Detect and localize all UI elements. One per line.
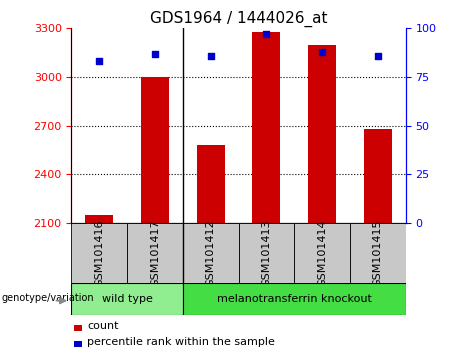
Bar [364,129,392,223]
Text: GSM101417: GSM101417 [150,219,160,287]
Bar [294,223,350,283]
Bar [350,223,406,283]
Bar [71,283,183,315]
Title: GDS1964 / 1444026_at: GDS1964 / 1444026_at [150,11,327,27]
Text: percentile rank within the sample: percentile rank within the sample [88,337,275,347]
Text: GSM101416: GSM101416 [95,219,104,287]
Point [319,49,326,55]
Bar [253,32,280,223]
Bar [85,215,113,223]
Text: GSM101415: GSM101415 [373,219,383,287]
Bar [238,223,294,283]
Bar [74,341,82,347]
Bar [197,145,225,223]
Text: GSM101412: GSM101412 [206,219,216,287]
Point [151,51,159,56]
Text: genotype/variation: genotype/variation [1,292,94,303]
Text: melanotransferrin knockout: melanotransferrin knockout [217,294,372,304]
Bar [71,223,127,283]
Text: GSM101414: GSM101414 [317,219,327,287]
Bar [74,325,82,331]
Point [263,31,270,37]
Bar [141,77,169,223]
Bar [183,223,238,283]
Bar [127,223,183,283]
Text: GSM101413: GSM101413 [261,219,272,287]
Text: count: count [88,321,119,331]
Text: wild type: wild type [102,294,153,304]
Bar [183,283,406,315]
Point [207,53,214,58]
Point [374,53,382,58]
Point [95,58,103,64]
Bar [308,45,336,223]
